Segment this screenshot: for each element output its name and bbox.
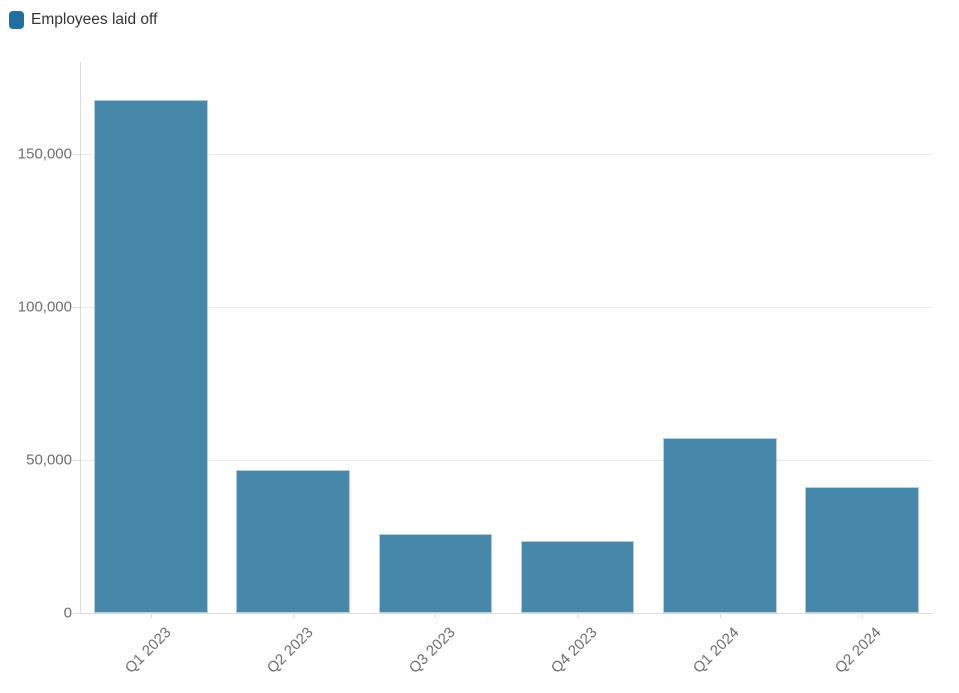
gridline	[80, 153, 933, 155]
bar-q2-2024[interactable]	[805, 487, 919, 613]
y-axis-label: 0	[63, 604, 72, 622]
y-axis-label: 50,000	[26, 451, 72, 469]
bar-q2-2023[interactable]	[236, 470, 351, 613]
legend-item-employees-laid-off[interactable]: Employees laid off	[9, 11, 157, 29]
y-axis-tick	[73, 459, 80, 461]
x-axis-tick	[293, 613, 295, 618]
y-axis-line	[80, 62, 81, 613]
x-axis-label-q2-2024: Q2 2024	[832, 624, 885, 677]
x-axis-tick	[861, 613, 863, 618]
bar-q3-2023[interactable]	[378, 534, 493, 613]
x-axis-tick	[151, 613, 153, 618]
y-axis-tick	[73, 306, 80, 308]
x-axis-label-q1-2024: Q1 2024	[690, 624, 743, 677]
x-axis-tick	[719, 613, 721, 618]
bar-q1-2024[interactable]	[662, 438, 777, 613]
x-axis-line	[80, 613, 933, 614]
y-axis-tick	[73, 613, 80, 614]
x-axis-label-q3-2023: Q3 2023	[405, 624, 459, 677]
bar-q1-2023[interactable]	[94, 99, 208, 613]
gridline	[80, 459, 933, 461]
x-axis-label-q1-2023: Q1 2023	[121, 624, 175, 677]
legend-swatch-icon	[9, 11, 24, 29]
y-axis-label: 150,000	[17, 145, 72, 163]
bar-q4-2023[interactable]	[520, 541, 635, 613]
x-axis-label-q2-2023: Q2 2023	[263, 624, 317, 677]
x-axis-label-q4-2023: Q4 2023	[547, 624, 601, 677]
gridline	[80, 306, 933, 308]
y-axis-label: 100,000	[17, 298, 72, 316]
legend-label: Employees laid off	[31, 11, 158, 28]
y-axis-tick	[73, 153, 80, 155]
x-axis-tick	[577, 613, 579, 618]
x-axis-tick	[435, 613, 437, 618]
